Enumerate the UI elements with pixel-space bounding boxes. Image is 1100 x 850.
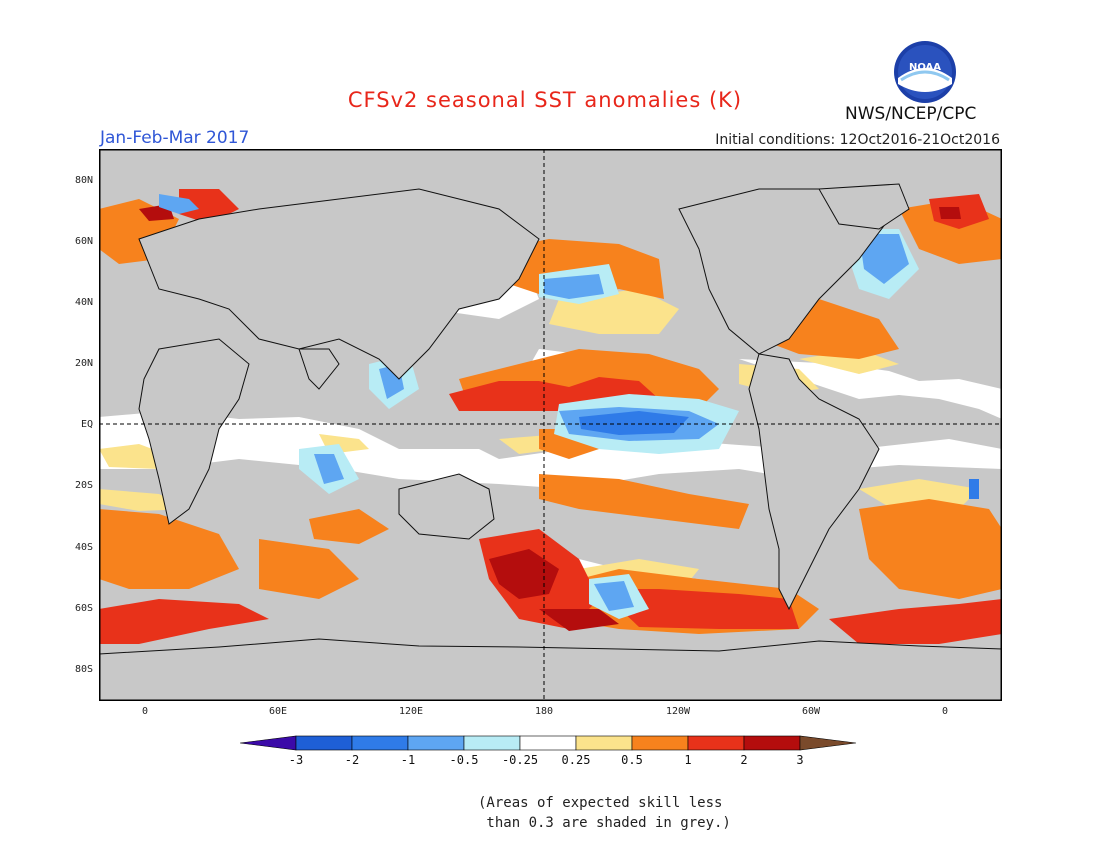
latitude-label: 40S — [74, 542, 93, 553]
colorbar-segment — [575, 735, 633, 751]
title-text: CFSv2 seasonal SST anomalies (K) — [347, 88, 743, 112]
logo-text: NOAA — [909, 62, 941, 73]
continent-outlines — [99, 183, 1002, 701]
latitude-label: 80N — [74, 175, 93, 186]
colorbar — [239, 735, 860, 755]
skill-note-line-1: (Areas of expected skill less — [478, 795, 723, 811]
page-title: CFSv2 seasonal SST anomalies (K) — [0, 88, 1100, 112]
longitude-label: 180 — [534, 706, 554, 717]
colorbar-svg — [239, 735, 857, 751]
longitude-label: 0 — [141, 706, 149, 717]
longitude-label: 120E — [398, 706, 424, 717]
colorbar-tick-label: 2 — [740, 753, 748, 767]
forecast-period: Jan-Feb-Mar 2017 — [100, 128, 250, 148]
colorbar-tick-label: -0.5 — [449, 753, 479, 767]
colorbar-tick-label: 1 — [684, 753, 692, 767]
latitude-label: 60N — [74, 236, 93, 247]
latitude-label: 40N — [74, 297, 93, 308]
longitude-label: 0 — [941, 706, 949, 717]
noaa-logo: NOAA — [893, 40, 957, 108]
map-svg — [98, 148, 1003, 702]
colorbar-segment — [743, 735, 801, 751]
colorbar-tick-label: -1 — [400, 753, 416, 767]
colorbar-tick-label: -0.25 — [501, 753, 539, 767]
latitude-label: 60S — [74, 603, 93, 614]
longitude-label: 120W — [665, 706, 691, 717]
longitude-label: 60W — [801, 706, 821, 717]
colorbar-segment — [351, 735, 409, 751]
agency-label: NWS/NCEP/CPC — [845, 104, 977, 124]
colorbar-segment — [295, 735, 353, 751]
map-frame — [98, 148, 1003, 702]
colorbar-arrow-high — [799, 735, 857, 751]
colorbar-tick-label: -3 — [288, 753, 304, 767]
colorbar-tick-label: -2 — [344, 753, 360, 767]
latitude-label: 20N — [74, 358, 93, 369]
colorbar-segment — [631, 735, 689, 751]
latitude-label: 20S — [74, 480, 93, 491]
anomaly-2-3 — [139, 204, 961, 631]
colorbar-tick-label: 3 — [796, 753, 804, 767]
colorbar-tick-label: 0.5 — [621, 753, 643, 767]
colorbar-segment — [687, 735, 745, 751]
colorbar-arrow-low — [239, 735, 297, 751]
colorbar-segment — [407, 735, 465, 751]
latitude-label: EQ — [80, 419, 93, 430]
colorbar-segment — [463, 735, 521, 751]
initial-conditions: Initial conditions: 12Oct2016-21Oct2016 — [715, 132, 1000, 148]
skill-note-line-2: than 0.3 are shaded in grey.) — [478, 815, 731, 831]
longitude-label: 60E — [268, 706, 288, 717]
colorbar-segment — [519, 735, 577, 751]
colorbar-tick-label: 0.25 — [561, 753, 591, 767]
sst-anomaly-map — [98, 148, 1003, 702]
latitude-label: 80S — [74, 664, 93, 675]
skill-note: (Areas of expected skill less than 0.3 a… — [478, 793, 731, 833]
